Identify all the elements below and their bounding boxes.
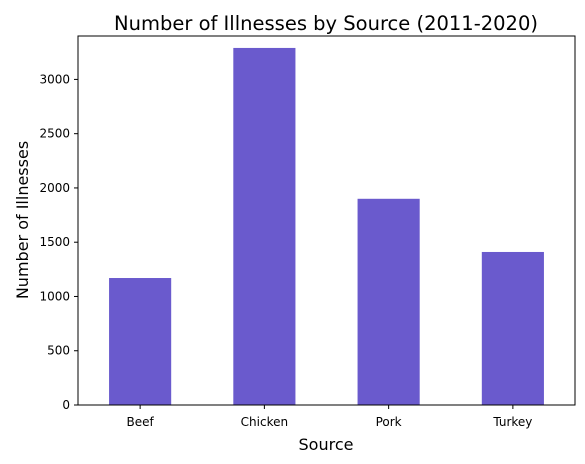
y-axis: 0 500 1000 1500 2000 2500 3000	[39, 72, 78, 412]
y-tick-label: 0	[62, 398, 70, 412]
bar-pork	[357, 198, 420, 405]
plot-frame	[77, 35, 576, 406]
x-axis: Beef Chicken Pork Turkey	[127, 405, 532, 429]
y-tick-label: 1000	[39, 289, 70, 303]
y-tick-label: 500	[47, 344, 70, 358]
bar-turkey	[481, 251, 544, 405]
bars-layer	[109, 47, 544, 405]
y-tick-label: 1500	[39, 235, 70, 249]
x-tick-label-beef: Beef	[127, 415, 155, 429]
chart-title: Number of Illnesses by Source (2011-2020…	[114, 12, 538, 35]
bar-beef	[109, 278, 172, 405]
x-axis-title: Source	[299, 435, 354, 454]
y-axis-title: Number of Illnesses	[13, 141, 32, 299]
bar-chicken	[233, 47, 296, 405]
y-tick-label: 2500	[39, 127, 70, 141]
y-tick-label: 2000	[39, 181, 70, 195]
x-tick-label-turkey: Turkey	[492, 415, 532, 429]
x-tick-label-chicken: Chicken	[241, 415, 288, 429]
x-tick-label-pork: Pork	[376, 415, 402, 429]
y-tick-label: 3000	[39, 72, 70, 86]
